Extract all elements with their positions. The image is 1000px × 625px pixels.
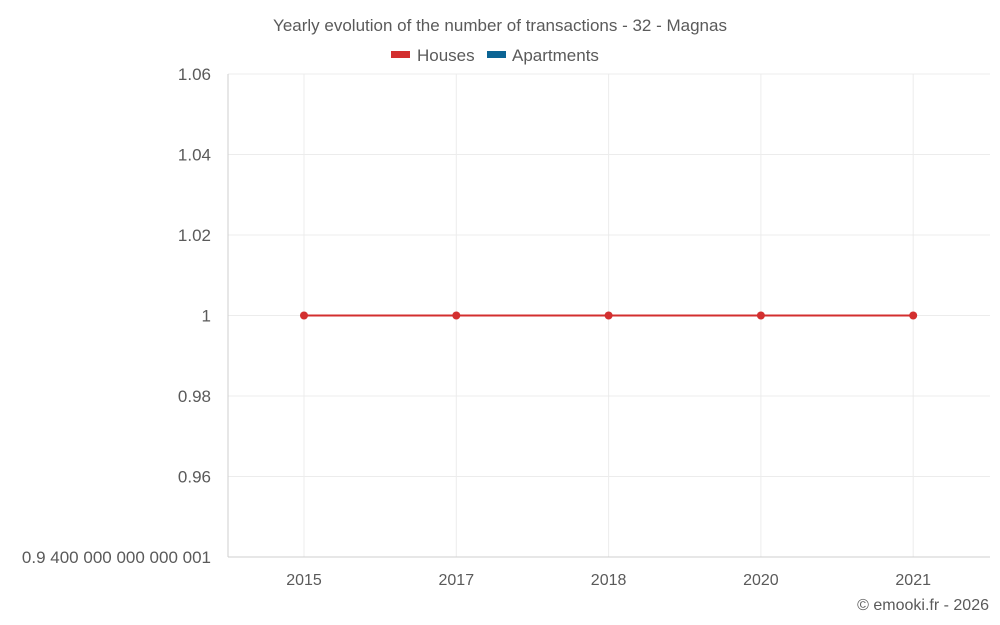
y-tick-label: 1.02	[178, 226, 211, 245]
legend-swatch-houses	[391, 51, 410, 58]
legend: Houses Apartments	[391, 46, 599, 65]
y-tick-label: 0.9 400 000 000 000 001	[22, 548, 211, 567]
legend-swatch-apartments	[487, 51, 506, 58]
chart-title: Yearly evolution of the number of transa…	[273, 16, 727, 35]
x-tick-label: 2018	[591, 572, 627, 589]
data-point-houses[interactable]	[452, 311, 461, 320]
y-tick-labels: 0.9 400 000 000 000 001 0.96 0.98 1 1.02 1.04…	[22, 65, 211, 567]
x-tick-label: 2021	[895, 572, 931, 589]
x-tick-label: 2020	[743, 572, 779, 589]
data-point-houses[interactable]	[909, 311, 918, 320]
legend-label-houses[interactable]: Houses	[417, 46, 475, 65]
data-point-houses[interactable]	[604, 311, 613, 320]
data-point-houses[interactable]	[300, 311, 308, 320]
x-tick-labels: 2015 2017 2018 2020 2021	[286, 572, 931, 589]
y-tick-label: 0.96	[178, 468, 211, 487]
y-tick-label: 1.06	[178, 65, 211, 84]
x-tick-label: 2017	[439, 572, 475, 589]
x-tick-label: 2015	[286, 572, 322, 589]
y-tick-label: 0.98	[178, 387, 211, 406]
data-point-houses[interactable]	[756, 311, 765, 320]
credit-text: © emooki.fr - 2026	[857, 597, 989, 614]
y-tick-label: 1	[202, 307, 211, 326]
legend-label-apartments[interactable]: Apartments	[512, 46, 599, 65]
series-layer	[300, 311, 918, 320]
y-tick-label: 1.04	[178, 146, 211, 165]
